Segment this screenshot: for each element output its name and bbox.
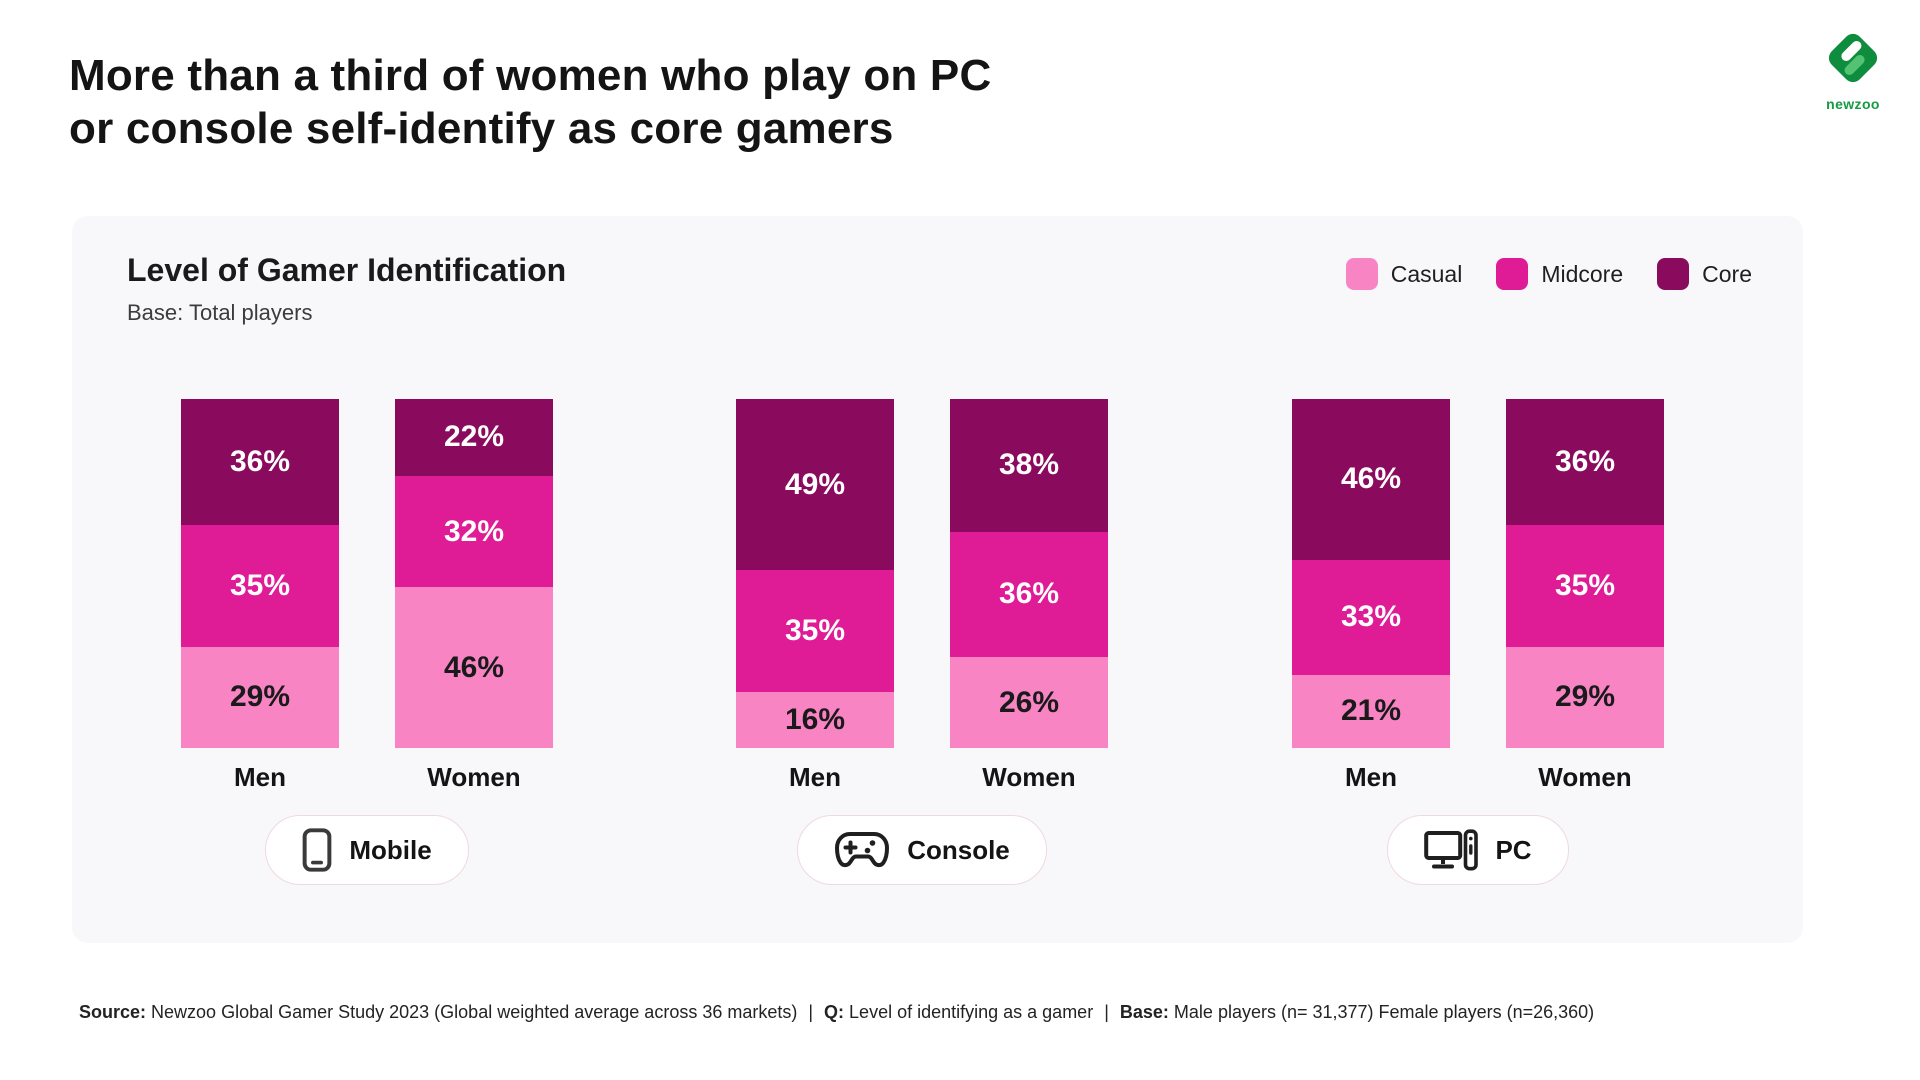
bars-row: 46% 33% 21% Men 36% 35% 29% Women [1292, 399, 1664, 793]
casual-swatch-icon [1345, 258, 1378, 290]
smartphone-icon [302, 828, 332, 872]
chart-subtitle: Base: Total players [127, 300, 313, 325]
platform-pill-console: Console [797, 815, 1047, 885]
gamepad-icon [834, 830, 890, 870]
value-label: 36% [1554, 444, 1616, 478]
segment-core: 46% [1292, 399, 1450, 560]
value-label: 16% [784, 703, 846, 737]
value-label: 35% [1554, 568, 1616, 602]
source-note: Source: Newzoo Global Gamer Study 2023 (… [79, 1002, 1594, 1023]
value-label: 29% [229, 680, 291, 714]
bar-column-women: 36% 35% 29% Women [1506, 399, 1664, 793]
platform-pill-pc: PC [1387, 815, 1569, 885]
value-label: 35% [229, 568, 291, 602]
segment-casual: 29% [1506, 646, 1664, 748]
source-label: Source: [79, 1002, 147, 1022]
legend-item-casual: Casual [1345, 258, 1463, 290]
segment-casual: 16% [736, 692, 894, 748]
question-text: Level of identifying as a gamer [844, 1002, 1094, 1022]
separator: | [808, 1002, 814, 1022]
page-title: More than a third of women who play on P… [69, 50, 991, 156]
segment-core: 36% [1506, 399, 1664, 525]
segment-midcore: 35% [736, 570, 894, 693]
chart-panel: Level of Gamer Identification Base: Tota… [72, 216, 1803, 943]
value-label: 29% [1554, 680, 1616, 714]
category-label: Men [234, 762, 286, 792]
base-label: Base: [1119, 1002, 1169, 1022]
value-label: 21% [1340, 694, 1402, 728]
value-label: 38% [998, 448, 1060, 482]
chart-title: Level of Gamer Identification [127, 252, 567, 288]
category-label: Women [982, 762, 1076, 792]
segment-casual: 21% [1292, 674, 1450, 748]
stacked-bar-console-men: 49% 35% 16% [736, 399, 894, 748]
value-label: 26% [998, 685, 1060, 719]
page-title-line-2: or console self-identify as core gamers [69, 103, 894, 153]
legend-label-core: Core [1702, 260, 1752, 287]
question-label: Q: [824, 1002, 845, 1022]
segment-casual: 29% [181, 646, 339, 748]
segment-midcore: 35% [181, 524, 339, 647]
bar-column-men: 36% 35% 29% Men [181, 399, 339, 793]
value-label: 35% [784, 614, 846, 648]
page-title-line-1: More than a third of women who play on P… [69, 51, 992, 100]
segment-core: 36% [181, 399, 339, 525]
stacked-bar-mobile-women: 22% 32% 46% [395, 399, 553, 748]
segment-casual: 26% [950, 657, 1108, 748]
segment-midcore: 36% [950, 531, 1108, 658]
segment-core: 49% [736, 399, 894, 570]
value-label: 36% [229, 444, 291, 478]
bar-column-women: 22% 32% 46% Women [395, 399, 553, 793]
platform-label: Mobile [349, 834, 432, 865]
desktop-icon [1424, 829, 1479, 871]
legend-label-midcore: Midcore [1541, 260, 1624, 287]
bar-column-men: 49% 35% 16% Men [736, 399, 894, 793]
value-label: 46% [443, 650, 505, 684]
platform-pill-mobile: Mobile [265, 815, 469, 885]
segment-midcore: 32% [395, 475, 553, 588]
value-label: 46% [1340, 462, 1402, 496]
stacked-bar-pc-men: 46% 33% 21% [1292, 399, 1450, 748]
segment-core: 22% [395, 399, 553, 476]
segment-midcore: 33% [1292, 559, 1450, 675]
source-text: Newzoo Global Gamer Study 2023 (Global w… [146, 1002, 798, 1022]
platform-label: PC [1495, 834, 1532, 865]
bar-column-men: 46% 33% 21% Men [1292, 399, 1450, 793]
stacked-bar-console-women: 38% 36% 26% [950, 399, 1108, 748]
category-label: Men [789, 762, 841, 792]
value-label: 49% [784, 467, 846, 501]
legend-item-midcore: Midcore [1496, 258, 1623, 290]
segment-casual: 46% [395, 587, 553, 748]
newzoo-logo-icon [1821, 26, 1885, 95]
bars-row: 49% 35% 16% Men 38% 36% 26% Women [736, 399, 1108, 793]
stacked-bar-mobile-men: 36% 35% 29% [181, 399, 339, 748]
legend-label-casual: Casual [1390, 260, 1463, 287]
category-label: Men [1345, 762, 1397, 792]
legend: Casual Midcore Core [1345, 258, 1752, 290]
segment-core: 38% [950, 399, 1108, 532]
core-swatch-icon [1657, 258, 1690, 290]
legend-item-core: Core [1657, 258, 1752, 290]
value-label: 32% [443, 514, 505, 548]
platform-label: Console [907, 834, 1010, 865]
value-label: 22% [443, 420, 505, 454]
separator: | [1104, 1002, 1109, 1022]
newzoo-logo: newzoo [1818, 26, 1888, 112]
segment-midcore: 35% [1506, 524, 1664, 647]
value-label: 36% [998, 577, 1060, 611]
newzoo-wordmark: newzoo [1826, 96, 1880, 112]
base-text: Male players (n= 31,377) Female players … [1168, 1002, 1595, 1022]
bar-column-women: 38% 36% 26% Women [950, 399, 1108, 793]
value-label: 33% [1340, 600, 1402, 634]
platform-group-mobile: 36% 35% 29% Men 22% 32% 46% Women Mobile [181, 399, 553, 885]
bars-row: 36% 35% 29% Men 22% 32% 46% Women [181, 399, 553, 793]
stacked-bar-pc-women: 36% 35% 29% [1506, 399, 1664, 748]
platform-group-console: 49% 35% 16% Men 38% 36% 26% Women Console [736, 399, 1108, 885]
midcore-swatch-icon [1496, 258, 1529, 290]
category-label: Women [1538, 762, 1632, 792]
category-label: Women [427, 762, 521, 792]
platform-group-pc: 46% 33% 21% Men 36% 35% 29% Women PC [1292, 399, 1664, 885]
